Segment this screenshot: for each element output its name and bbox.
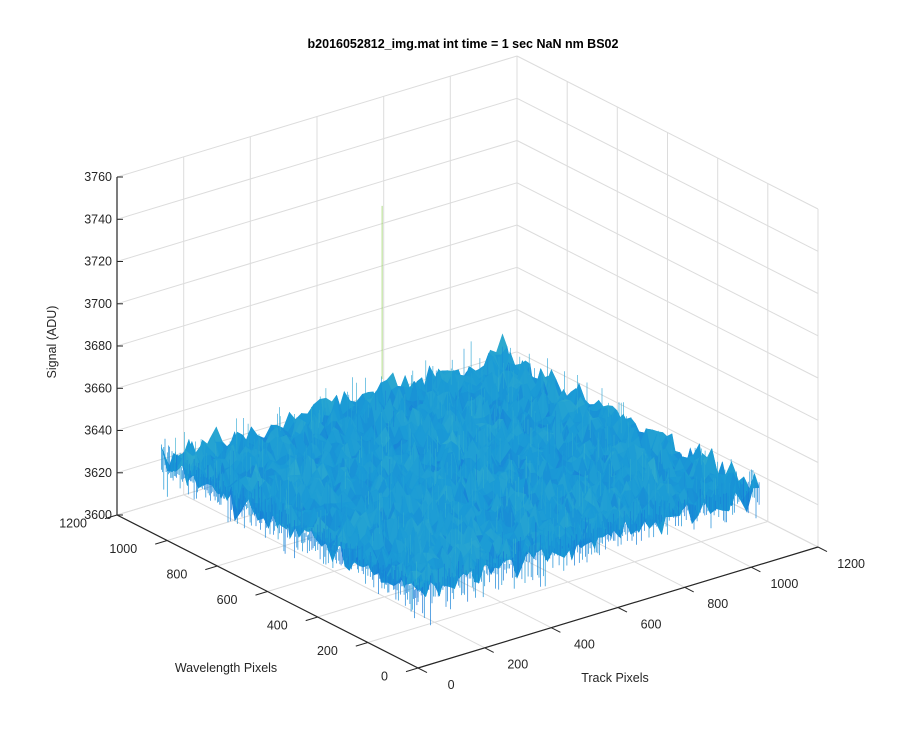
wall-gridline <box>516 224 819 379</box>
x-tick-label: 400 <box>574 638 595 652</box>
z-tick-label: 3600 <box>84 508 112 522</box>
y-tick <box>405 667 419 673</box>
y-tick <box>255 591 268 596</box>
wall-gridline <box>116 97 518 220</box>
y-tick-label: 800 <box>166 568 187 582</box>
y-tick-label: 400 <box>267 619 288 633</box>
axes <box>104 176 828 674</box>
z-tick-label: 3640 <box>84 424 112 438</box>
z-tick-label: 3620 <box>84 466 112 480</box>
y-axis-label: Wavelength Pixels <box>175 661 277 675</box>
x-tick-label: 1200 <box>837 557 865 571</box>
x-axis-label: Track Pixels <box>581 671 649 685</box>
wall-gridline <box>116 55 518 178</box>
y-tick <box>355 642 368 647</box>
x-tick-label: 200 <box>507 658 528 672</box>
y-tick-label: 600 <box>217 593 238 607</box>
x-tick-label: 600 <box>641 617 662 631</box>
z-tick-label: 3700 <box>84 297 112 311</box>
wall-gridline <box>516 266 819 421</box>
x-tick <box>817 546 828 553</box>
y-tick <box>104 514 118 520</box>
x-tick-label: 1000 <box>770 577 798 591</box>
z-tick-label: 3680 <box>84 339 112 353</box>
y-tick-label: 200 <box>317 644 338 658</box>
y-tick <box>155 540 168 545</box>
z-axis-label: Signal (ADU) <box>45 306 59 379</box>
wall-gridline <box>516 97 819 252</box>
chart-title: b2016052812_img.mat int time = 1 sec NaN… <box>308 37 619 51</box>
x-tick-label: 800 <box>707 597 728 611</box>
floor-gridline <box>367 521 768 643</box>
wall-gridline <box>516 140 819 294</box>
x-tick <box>751 566 761 573</box>
wall-gridline <box>516 351 819 506</box>
x-tick <box>417 667 428 674</box>
tick-labels: 0 200 400 600 800 1000 1200 0 200 400 600 800 1000 12… <box>59 170 865 692</box>
y-tick-label: 1000 <box>109 542 137 556</box>
wall-gridline <box>516 55 819 210</box>
wall-gridline <box>116 309 518 431</box>
surface <box>161 205 760 626</box>
wall-gridline <box>116 224 518 347</box>
x-tick <box>551 627 561 633</box>
wall-gridline <box>516 309 819 463</box>
wall-gridline <box>516 182 819 337</box>
x-tick <box>484 647 494 653</box>
z-tick-label: 3740 <box>84 212 112 226</box>
z-tick-label: 3760 <box>84 170 112 184</box>
x-tick <box>617 607 628 613</box>
y-tick <box>305 616 318 622</box>
wall-gridline <box>116 182 518 305</box>
x-tick <box>684 586 694 593</box>
wall-gridline <box>116 140 518 262</box>
y-tick <box>205 565 218 571</box>
y-tick-label: 1200 <box>59 517 87 531</box>
z-tick-label: 3720 <box>84 255 112 269</box>
x-tick-label: 0 <box>448 678 455 692</box>
wall-gridline <box>116 266 518 389</box>
z-tick-label: 3660 <box>84 381 112 395</box>
y-tick-label: 0 <box>381 670 388 684</box>
